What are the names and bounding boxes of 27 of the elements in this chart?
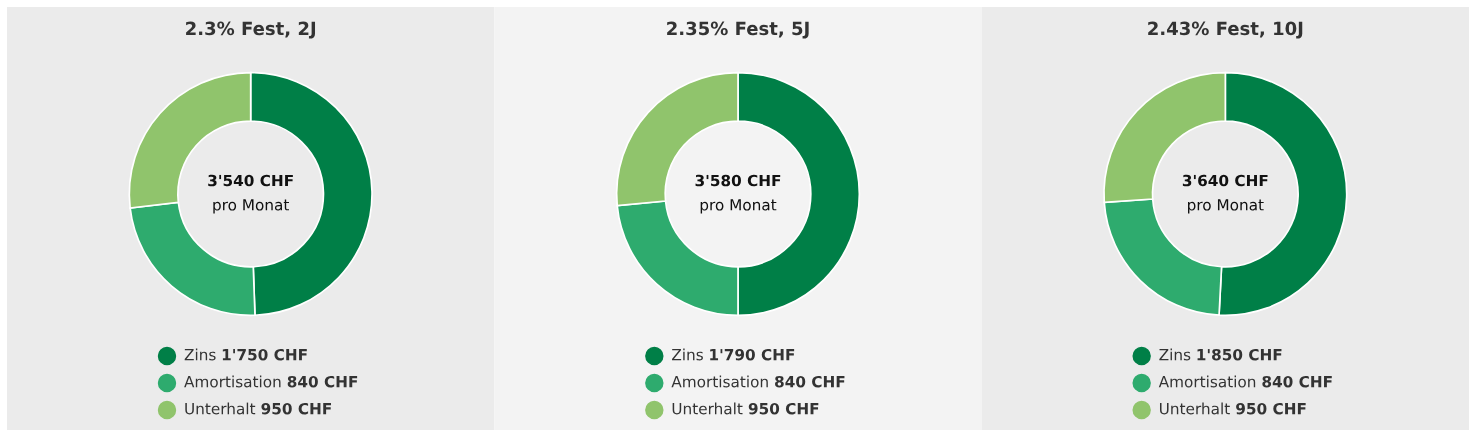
legend-label: Unterhalt (185, 402, 256, 415)
text: pro Monat (700, 199, 777, 214)
legend-label: Amortisation (671, 375, 768, 388)
legend-label: Amortisation (1158, 375, 1256, 388)
data-label: 1'750 CHF (222, 348, 307, 361)
legend-label: Amortisation (184, 375, 281, 388)
data-label: 840 CHF (287, 375, 358, 388)
data-label: 1'790 CHF (710, 348, 795, 361)
legend-label: Unterhalt (672, 402, 743, 415)
legend-label: Zins (672, 348, 703, 361)
text: pro Monat (1188, 199, 1264, 214)
data-label: 950 CHF (748, 402, 819, 415)
text: 3'540 CHF (208, 174, 293, 187)
data-label: 950 CHF (1236, 402, 1306, 415)
data-label: 950 CHF (261, 402, 331, 415)
text: 3'580 CHF (695, 174, 781, 187)
text: pro Monat (213, 199, 289, 214)
chart-title: 2.3% Fest, 2J (186, 21, 316, 39)
text: 3'640 CHF (1182, 174, 1268, 187)
legend-label: Unterhalt (1159, 402, 1230, 415)
legend-label: Zins (184, 348, 216, 361)
chart-title: 2.35% Fest, 5J (667, 21, 809, 39)
data-label: 840 CHF (775, 375, 845, 388)
chart-title: 2.43% Fest, 10J (1148, 21, 1303, 39)
legend-label: Zins (1159, 348, 1191, 361)
data-label: 1'850 CHF (1197, 348, 1282, 361)
data-label: 840 CHF (1262, 375, 1332, 388)
